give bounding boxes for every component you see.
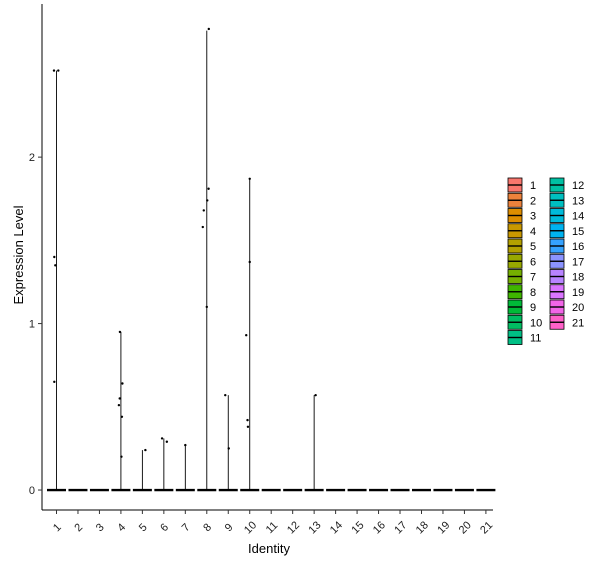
x-tick-label: 9 [223, 521, 236, 534]
data-point [118, 330, 122, 334]
y-tick-label: 2 [29, 152, 35, 164]
x-tick-label: 19 [435, 519, 452, 536]
data-point [54, 264, 57, 267]
legend-label: 2 [530, 195, 536, 207]
y-tick-label: 1 [29, 319, 35, 331]
data-point [160, 437, 164, 440]
legend-label: 15 [572, 226, 584, 238]
legend-label: 14 [572, 211, 584, 223]
data-point [144, 448, 147, 452]
legend-label: 17 [572, 256, 584, 268]
data-point [207, 27, 210, 31]
x-tick-label: 14 [328, 519, 345, 536]
data-point [165, 440, 169, 443]
legend-label: 19 [572, 287, 584, 299]
legend-label: 9 [530, 302, 536, 314]
data-point [205, 305, 208, 309]
data-point [53, 255, 56, 259]
legend-label: 8 [530, 287, 536, 299]
data-point [227, 447, 230, 450]
legend-label: 13 [572, 195, 584, 207]
x-tick-label: 8 [201, 521, 214, 534]
y-axis: 0 1 2 [29, 4, 43, 510]
legend-label: 6 [530, 256, 536, 268]
data-point [120, 455, 123, 458]
legend-label: 10 [530, 317, 542, 329]
legend-label: 20 [572, 302, 584, 314]
x-tick-label: 17 [392, 519, 409, 536]
data-point [117, 403, 121, 407]
data-point [120, 415, 124, 418]
data-point [201, 225, 204, 229]
y-axis-title: Expression Level [11, 205, 26, 304]
x-tick-label: 3 [94, 521, 107, 534]
x-tick-label: 4 [115, 521, 128, 534]
x-tick-label: 12 [285, 519, 302, 536]
x-tick-label: 7 [180, 521, 193, 534]
legend-label: 7 [530, 272, 536, 284]
x-tick-label: 1 [51, 521, 64, 534]
data-point [224, 393, 227, 397]
y-tick-label: 0 [29, 485, 35, 497]
data-point [246, 425, 250, 428]
x-tick-label: 18 [414, 519, 431, 536]
x-tick-label: 5 [137, 521, 150, 534]
x-tick-label: 11 [264, 520, 281, 537]
x-tick-label: 13 [306, 519, 323, 536]
legend-label: 12 [572, 180, 584, 192]
x-tick-label: 10 [242, 519, 259, 536]
data-point [245, 334, 248, 337]
data-point [202, 209, 205, 212]
x-tick-label: 16 [371, 519, 388, 536]
legend-label: 1 [530, 180, 536, 192]
data-point [57, 69, 60, 72]
x-tick-label: 20 [457, 519, 474, 536]
x-axis: 1 2 3 4 5 6 7 8 9 10 11 12 13 14 15 16 17 18 19 20 21 [42, 509, 495, 537]
data-point [246, 418, 249, 422]
legend-label: 4 [530, 226, 536, 238]
legend-label: 21 [572, 317, 584, 329]
legend-label: 18 [572, 272, 584, 284]
legend-label: 3 [530, 211, 536, 223]
data-point [207, 187, 210, 190]
legend-label: 16 [572, 241, 584, 253]
data-point [52, 69, 56, 72]
x-tick-label: 6 [158, 521, 171, 534]
x-tick-label: 21 [478, 519, 495, 536]
x-axis-title: Identity [248, 541, 290, 556]
plot-area [47, 27, 496, 492]
data-point [53, 380, 56, 384]
data-point [248, 260, 251, 264]
x-tick-label: 15 [349, 519, 366, 536]
data-point [118, 397, 121, 400]
data-point [184, 443, 187, 447]
data-point [314, 393, 317, 397]
legend-label: 5 [530, 241, 536, 253]
data-point [248, 177, 251, 180]
data-point [121, 382, 124, 385]
data-point [206, 199, 209, 202]
legend-label: 11 [530, 333, 541, 345]
x-tick-label: 2 [72, 521, 85, 534]
